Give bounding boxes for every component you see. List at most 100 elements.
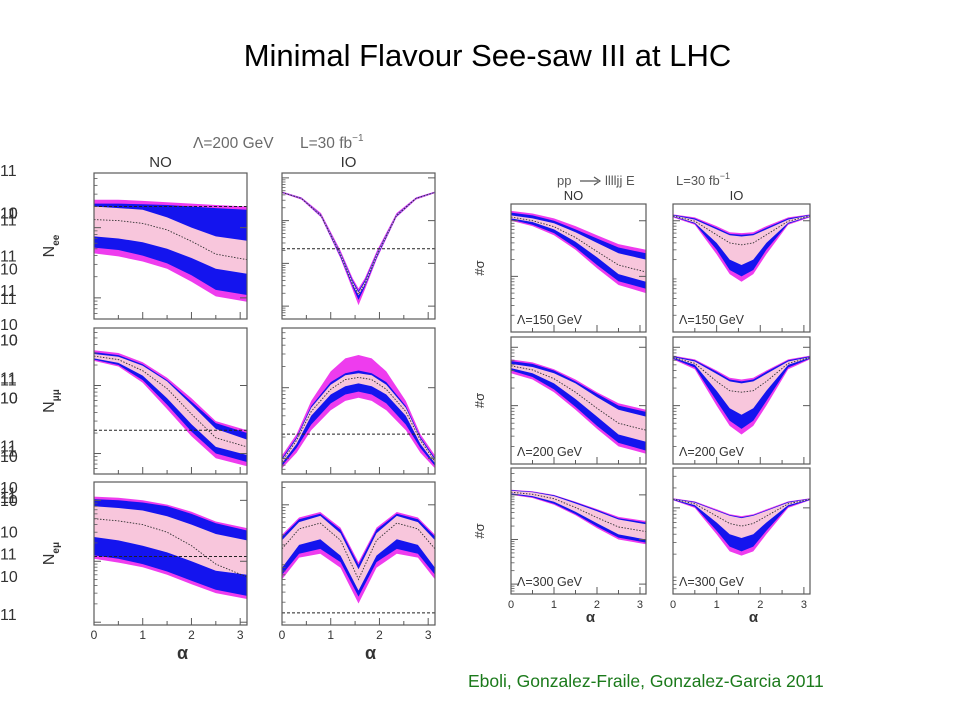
panel-frame [672, 467, 811, 595]
x-axis-label: α [177, 643, 188, 663]
x-axis-label: α [586, 609, 596, 626]
2-exp: 10 [0, 332, 18, 349]
2: 1011 [0, 490, 17, 513]
y-axis-label: Neμ [41, 542, 62, 565]
x-axis-label: α [365, 643, 376, 663]
central-curve [282, 376, 435, 462]
panel-frame [281, 327, 436, 475]
inner-band [673, 215, 810, 265]
y-axis-label-text: #σ [472, 523, 487, 538]
panel-Nem-NO: 11110111011Neμ [0, 481, 248, 630]
undefined-exp: 10 [0, 391, 18, 408]
undefined-exp: 11 [0, 439, 17, 456]
panel-plot-area [94, 496, 247, 599]
panel-frame [510, 203, 647, 333]
central-curve [511, 365, 646, 431]
y-axis-label-sub: ee [51, 234, 62, 246]
2-exp: 11 [0, 206, 17, 223]
mid-band [511, 212, 646, 289]
panel-plot-area [282, 355, 435, 469]
central-curve [94, 518, 247, 578]
y-axis-label-text: Nμμ [41, 389, 62, 413]
x-tick-label: 2 [757, 599, 763, 611]
x-axis-label: α [749, 609, 759, 626]
undefined: 1011 [0, 443, 17, 466]
undefined-exp: 11 [0, 283, 17, 300]
left-figure: 0 1 2 3 α 0 1 2 3 α NO IO Λ=200 GeV L=30 fb−1 [91, 133, 432, 663]
y-axis-label: #σ [472, 393, 487, 408]
column-header-no: NO [149, 154, 172, 171]
panel-lambda-label: Λ=200 GeV [679, 445, 745, 459]
panel-plot-area [673, 214, 810, 282]
undefined-exp: 11 [0, 443, 17, 460]
panel-Nmm-NO: 10111011Nμμ [0, 327, 248, 475]
panel-frame [281, 481, 436, 626]
column-header-io: IO [341, 154, 357, 171]
central-curve [511, 216, 646, 273]
x-tick-label: 0 [91, 628, 98, 642]
slide-title: Minimal Flavour See-saw III at LHC [243, 38, 732, 73]
y-axis-label: Nee [41, 234, 62, 257]
arrow-head-icon [593, 176, 602, 186]
undefined-exp: 11 [0, 546, 17, 563]
panel-s200-IO: 10101010Λ=200 GeV [0, 332, 811, 465]
undefined: 1011 [0, 439, 17, 462]
undefined-exp: 10 [0, 480, 18, 497]
y-axis-label: #σ [472, 260, 487, 275]
panel-plot-area [673, 355, 810, 435]
column-header-io: IO [730, 188, 744, 203]
x-tick-label: 3 [801, 599, 807, 611]
right-header-final-state: lllljj E [605, 173, 635, 188]
panel-frame [510, 336, 647, 465]
undefined-exp: 11 [0, 291, 17, 308]
undefined-exp: 10 [0, 317, 18, 334]
x-tick-label: 3 [425, 628, 432, 642]
right-header-lumi: L=30 fb−1 [676, 171, 730, 188]
central-curve [673, 498, 810, 527]
panel-frame [93, 327, 248, 475]
right-header-lumi-exp: −1 [720, 171, 730, 181]
right-header-process: pp [557, 173, 571, 188]
undefined-exp: 10 [0, 391, 18, 408]
undefined-exp: 10 [0, 493, 18, 510]
panel-plot-area [94, 199, 247, 302]
2: 1011 [0, 370, 17, 393]
undefined: 1011 [0, 213, 17, 236]
central-curve [673, 215, 810, 246]
inner-band [94, 506, 247, 575]
mid-band [282, 191, 435, 300]
central-curve [94, 219, 247, 261]
left-header-lambda: Λ=200 GeV [193, 135, 274, 152]
inner-band [511, 215, 646, 282]
inner-band [94, 206, 247, 274]
2: 1011 [0, 485, 17, 508]
right-figure: 0 1 2 3 α 0 1 2 3 α NO IO pp lllljj E L=30 fb−1 [508, 171, 807, 626]
undefined: 111 [0, 291, 17, 314]
citation-credit: Eboli, Gonzalez-Fraile, Gonzalez-Garcia … [468, 671, 824, 691]
central-curve [282, 522, 435, 581]
x-tick-label: 3 [237, 628, 244, 642]
undefined-exp: 11 [0, 213, 17, 230]
x-tick-label: 0 [279, 628, 286, 642]
panel-frame [93, 481, 248, 626]
undefined: 110 [0, 317, 18, 340]
x-tick-label: 1 [714, 599, 720, 611]
y-axis-label-text: #σ [472, 393, 487, 408]
y-axis-label-text: Nee [41, 234, 62, 257]
undefined-exp: 11 [0, 607, 17, 624]
2-exp: 11 [0, 373, 17, 390]
undefined: 110 [0, 449, 18, 472]
2-exp: 10 [0, 206, 18, 223]
central-curve [94, 355, 247, 448]
undefined: 110 [0, 524, 18, 547]
panel-s150-NO: 11010101010#σΛ=150 GeV [0, 203, 647, 340]
panel-plot-area [282, 512, 435, 614]
